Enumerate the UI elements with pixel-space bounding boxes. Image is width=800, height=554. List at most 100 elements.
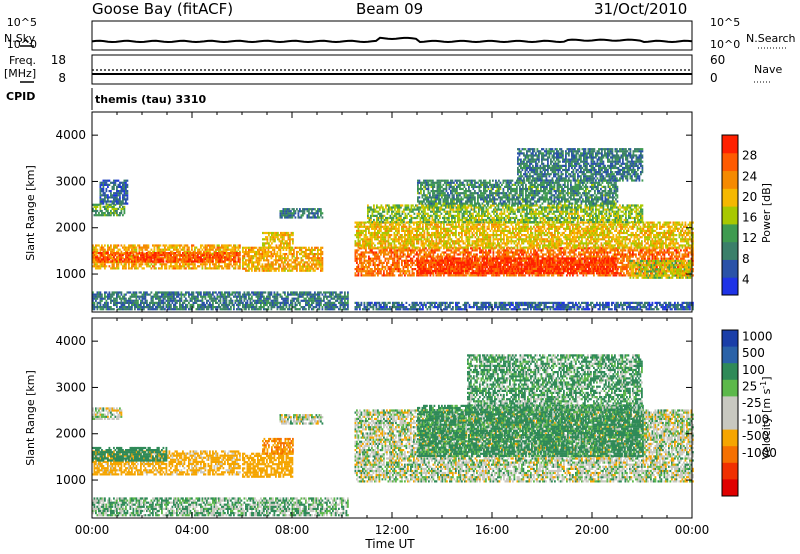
power-cell [127, 256, 129, 258]
power-cell [125, 200, 127, 202]
power-cell [271, 242, 273, 244]
power-cell [320, 208, 322, 210]
power-cell [215, 263, 217, 265]
power-cell [323, 298, 325, 300]
power-cell [302, 296, 304, 298]
power-cell [104, 244, 106, 246]
power-cell [205, 296, 207, 298]
power-cell [119, 194, 121, 196]
power-cell [161, 267, 163, 269]
power-cell [220, 306, 222, 308]
power-cell [113, 294, 115, 296]
power-cell [143, 256, 145, 258]
power-cell [196, 247, 198, 249]
power-cell [223, 254, 225, 256]
power-cell [154, 304, 156, 306]
power-cell [97, 263, 99, 265]
power-cell [418, 256, 420, 258]
power-cell [325, 294, 327, 296]
power-cell [398, 264, 400, 266]
power-cell [119, 184, 121, 186]
power-cell [379, 256, 381, 258]
power-cell [244, 255, 246, 257]
power-cell [377, 253, 379, 255]
power-cell [136, 265, 138, 267]
power-cell [142, 300, 144, 302]
power-cell [277, 298, 279, 300]
power-cell [203, 254, 205, 256]
power-cell [286, 253, 288, 255]
power-cell [205, 298, 207, 300]
power-cell [385, 251, 387, 253]
power-cell [109, 265, 111, 267]
power-cell [212, 302, 214, 304]
power-cell [280, 249, 282, 251]
power-cell [299, 263, 301, 265]
power-cell [97, 256, 99, 258]
power-cell [383, 272, 385, 274]
power-cell [341, 300, 343, 302]
power-cell [275, 263, 277, 265]
power-cell [226, 302, 228, 304]
freq-unit-label: [MHz] [4, 67, 36, 80]
power-cell [193, 294, 195, 296]
power-cell [182, 256, 184, 258]
power-cell [160, 252, 162, 254]
power-cell [113, 203, 115, 205]
power-cell [377, 266, 379, 268]
power-cell [121, 263, 123, 265]
power-cell [263, 257, 265, 259]
power-cell [292, 238, 294, 240]
power-cell [274, 249, 276, 251]
power-cell [145, 298, 147, 300]
power-cell [200, 247, 202, 249]
power-cell [125, 267, 127, 269]
power-cell [227, 247, 229, 249]
power-cell [290, 263, 292, 265]
power-cell [277, 296, 279, 298]
power-cell [340, 294, 342, 296]
power-cell [160, 304, 162, 306]
power-cell [209, 302, 211, 304]
power-cell [409, 272, 411, 274]
power-cell [128, 260, 130, 262]
power-cell [280, 294, 282, 296]
power-cell [308, 259, 310, 261]
power-cell [298, 214, 300, 216]
power-cell [119, 249, 121, 251]
power-cell [146, 300, 148, 302]
power-cell [292, 234, 294, 236]
power-cell [235, 294, 237, 296]
power-cell [97, 206, 99, 208]
power-cell [248, 253, 250, 255]
power-cell [94, 308, 96, 310]
power-cell [140, 304, 142, 306]
power-cell [272, 266, 274, 268]
power-cell [238, 256, 240, 258]
power-cell [277, 261, 279, 263]
power-cell [295, 212, 297, 214]
power-cell [107, 252, 109, 254]
power-cell [277, 308, 279, 310]
power-cell [314, 255, 316, 257]
power-cell [121, 256, 123, 258]
power-cell [104, 198, 106, 200]
power-cell [236, 298, 238, 300]
power-cell [103, 186, 105, 188]
power-cell [406, 272, 408, 274]
power-cell [256, 270, 258, 272]
power-cell [181, 254, 183, 256]
power-cell [97, 210, 99, 212]
power-cell [287, 296, 289, 298]
power-cell [362, 264, 364, 266]
power-cell [250, 294, 252, 296]
power-cell [293, 208, 295, 210]
power-cell [433, 256, 435, 258]
power-cell [121, 252, 123, 254]
power-cell [358, 274, 360, 276]
power-cell [413, 262, 415, 264]
nsky-strip-frame [92, 21, 692, 50]
power-cell [272, 255, 274, 257]
power-cell [403, 256, 405, 258]
power-cell [202, 298, 204, 300]
